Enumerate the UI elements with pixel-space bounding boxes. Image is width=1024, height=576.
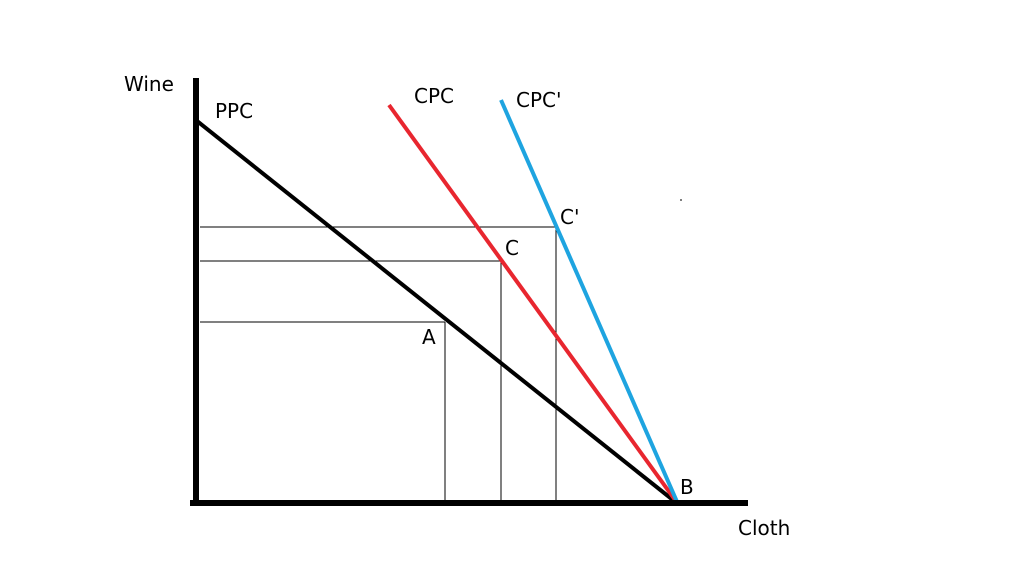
cpc-prime-label: CPC': [516, 88, 562, 112]
ppc-line: [195, 119, 680, 506]
cpc-label: CPC: [414, 84, 454, 108]
cpc-prime-line: [499, 99, 680, 505]
stray-dot: [680, 199, 682, 201]
cpc-line: [387, 103, 680, 506]
y-axis-label: Wine: [124, 72, 174, 96]
point-b-label: B: [680, 475, 694, 499]
x-axis-label: Cloth: [738, 516, 791, 540]
point-a-label: A: [422, 325, 436, 349]
point-c-prime-label: C': [560, 205, 580, 229]
point-c-label: C: [505, 236, 519, 260]
ppc-label: PPC: [215, 99, 254, 123]
